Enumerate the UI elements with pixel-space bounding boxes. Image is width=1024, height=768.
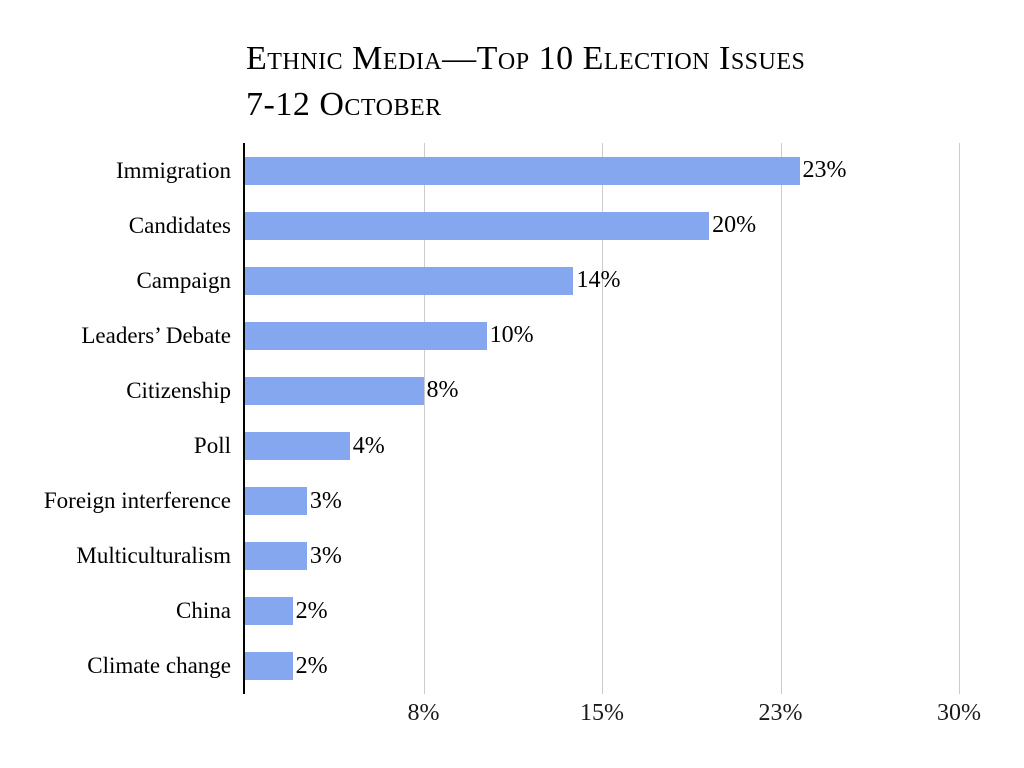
bar — [245, 652, 293, 681]
bar — [245, 432, 350, 461]
chart-row: Leaders’ Debate 10% — [0, 308, 1010, 363]
bar-chart: Immigration 23% Candidates 20% Campaign 14% Le… — [0, 143, 1010, 694]
category-label: Immigration — [116, 157, 231, 183]
chart-row: Foreign interference 3% — [0, 474, 1010, 529]
category-label: Citizenship — [126, 377, 231, 403]
category-label: Foreign interference — [43, 488, 231, 514]
chart-row: Campaign 14% — [0, 253, 1010, 308]
chart-row: Citizenship 8% — [0, 363, 1010, 418]
x-axis-tick-label: 8% — [407, 700, 440, 726]
value-label: 3% — [309, 487, 342, 514]
gridline — [959, 143, 960, 694]
chart-row: Poll 4% — [0, 418, 1010, 473]
bar-track: 23% — [245, 143, 1010, 198]
bar-track: 3% — [245, 529, 1010, 584]
gridline — [780, 143, 782, 694]
value-label: 4% — [352, 432, 385, 459]
value-label: 10% — [489, 322, 534, 349]
chart-title-line1: Ethnic Media—Top 10 Election Issues — [246, 40, 806, 77]
y-axis-line — [243, 143, 245, 694]
value-label: 8% — [426, 377, 459, 404]
category-label: Leaders’ Debate — [81, 322, 231, 348]
category-label: Candidates — [128, 212, 231, 238]
value-label: 2% — [295, 652, 328, 679]
bar — [245, 321, 487, 350]
chart-row: Climate change 2% — [0, 639, 1010, 694]
bar — [245, 487, 307, 516]
x-axis-tick-label: 15% — [580, 700, 624, 726]
value-label: 3% — [309, 542, 342, 569]
x-axis-tick-labels: 8% 15% 23% 30% — [0, 700, 1024, 734]
chart-row: Immigration 23% — [0, 143, 1010, 198]
bar-track: 20% — [245, 198, 1010, 253]
gridline — [423, 143, 425, 694]
bar-track: 3% — [245, 474, 1010, 529]
gridline — [602, 143, 603, 694]
value-label: 20% — [712, 212, 757, 239]
category-label: Poll — [193, 433, 231, 459]
value-label: 2% — [295, 597, 328, 624]
plot-gridlines — [245, 143, 960, 694]
category-label: Campaign — [136, 267, 231, 293]
bar — [245, 156, 800, 185]
bar — [245, 542, 307, 571]
bar-track: 2% — [245, 584, 1010, 639]
value-label: 23% — [802, 157, 847, 184]
bar-track: 2% — [245, 639, 1010, 694]
chart-title: Ethnic Media—Top 10 Election Issues 7-12… — [246, 36, 966, 128]
value-label: 14% — [576, 267, 621, 294]
bar-track: 10% — [245, 308, 1010, 363]
chart-row: Candidates 20% — [0, 198, 1010, 253]
bar — [245, 597, 293, 626]
bar-track: 14% — [245, 253, 1010, 308]
chart-row: China 2% — [0, 584, 1010, 639]
category-label: Climate change — [87, 653, 231, 679]
bar — [245, 266, 574, 295]
chart-title-line2: 7-12 October — [246, 86, 442, 123]
category-label: China — [176, 598, 231, 624]
bar-track: 4% — [245, 418, 1010, 473]
category-label: Multiculturalism — [76, 543, 231, 569]
chart-row: Multiculturalism 3% — [0, 529, 1010, 584]
x-axis-tick-label: 23% — [758, 700, 803, 726]
bar-track: 8% — [245, 363, 1010, 418]
bar — [245, 376, 424, 405]
bar — [245, 211, 710, 240]
x-axis-tick-label: 30% — [937, 700, 981, 726]
